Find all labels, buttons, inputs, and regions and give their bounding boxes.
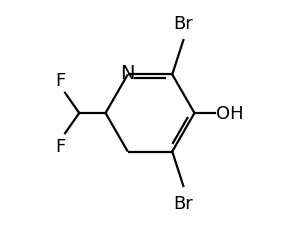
Text: Br: Br — [173, 15, 193, 33]
Text: F: F — [55, 138, 65, 155]
Text: F: F — [55, 72, 65, 89]
Text: OH: OH — [216, 105, 243, 122]
Text: N: N — [121, 64, 135, 83]
Text: Br: Br — [173, 194, 193, 212]
